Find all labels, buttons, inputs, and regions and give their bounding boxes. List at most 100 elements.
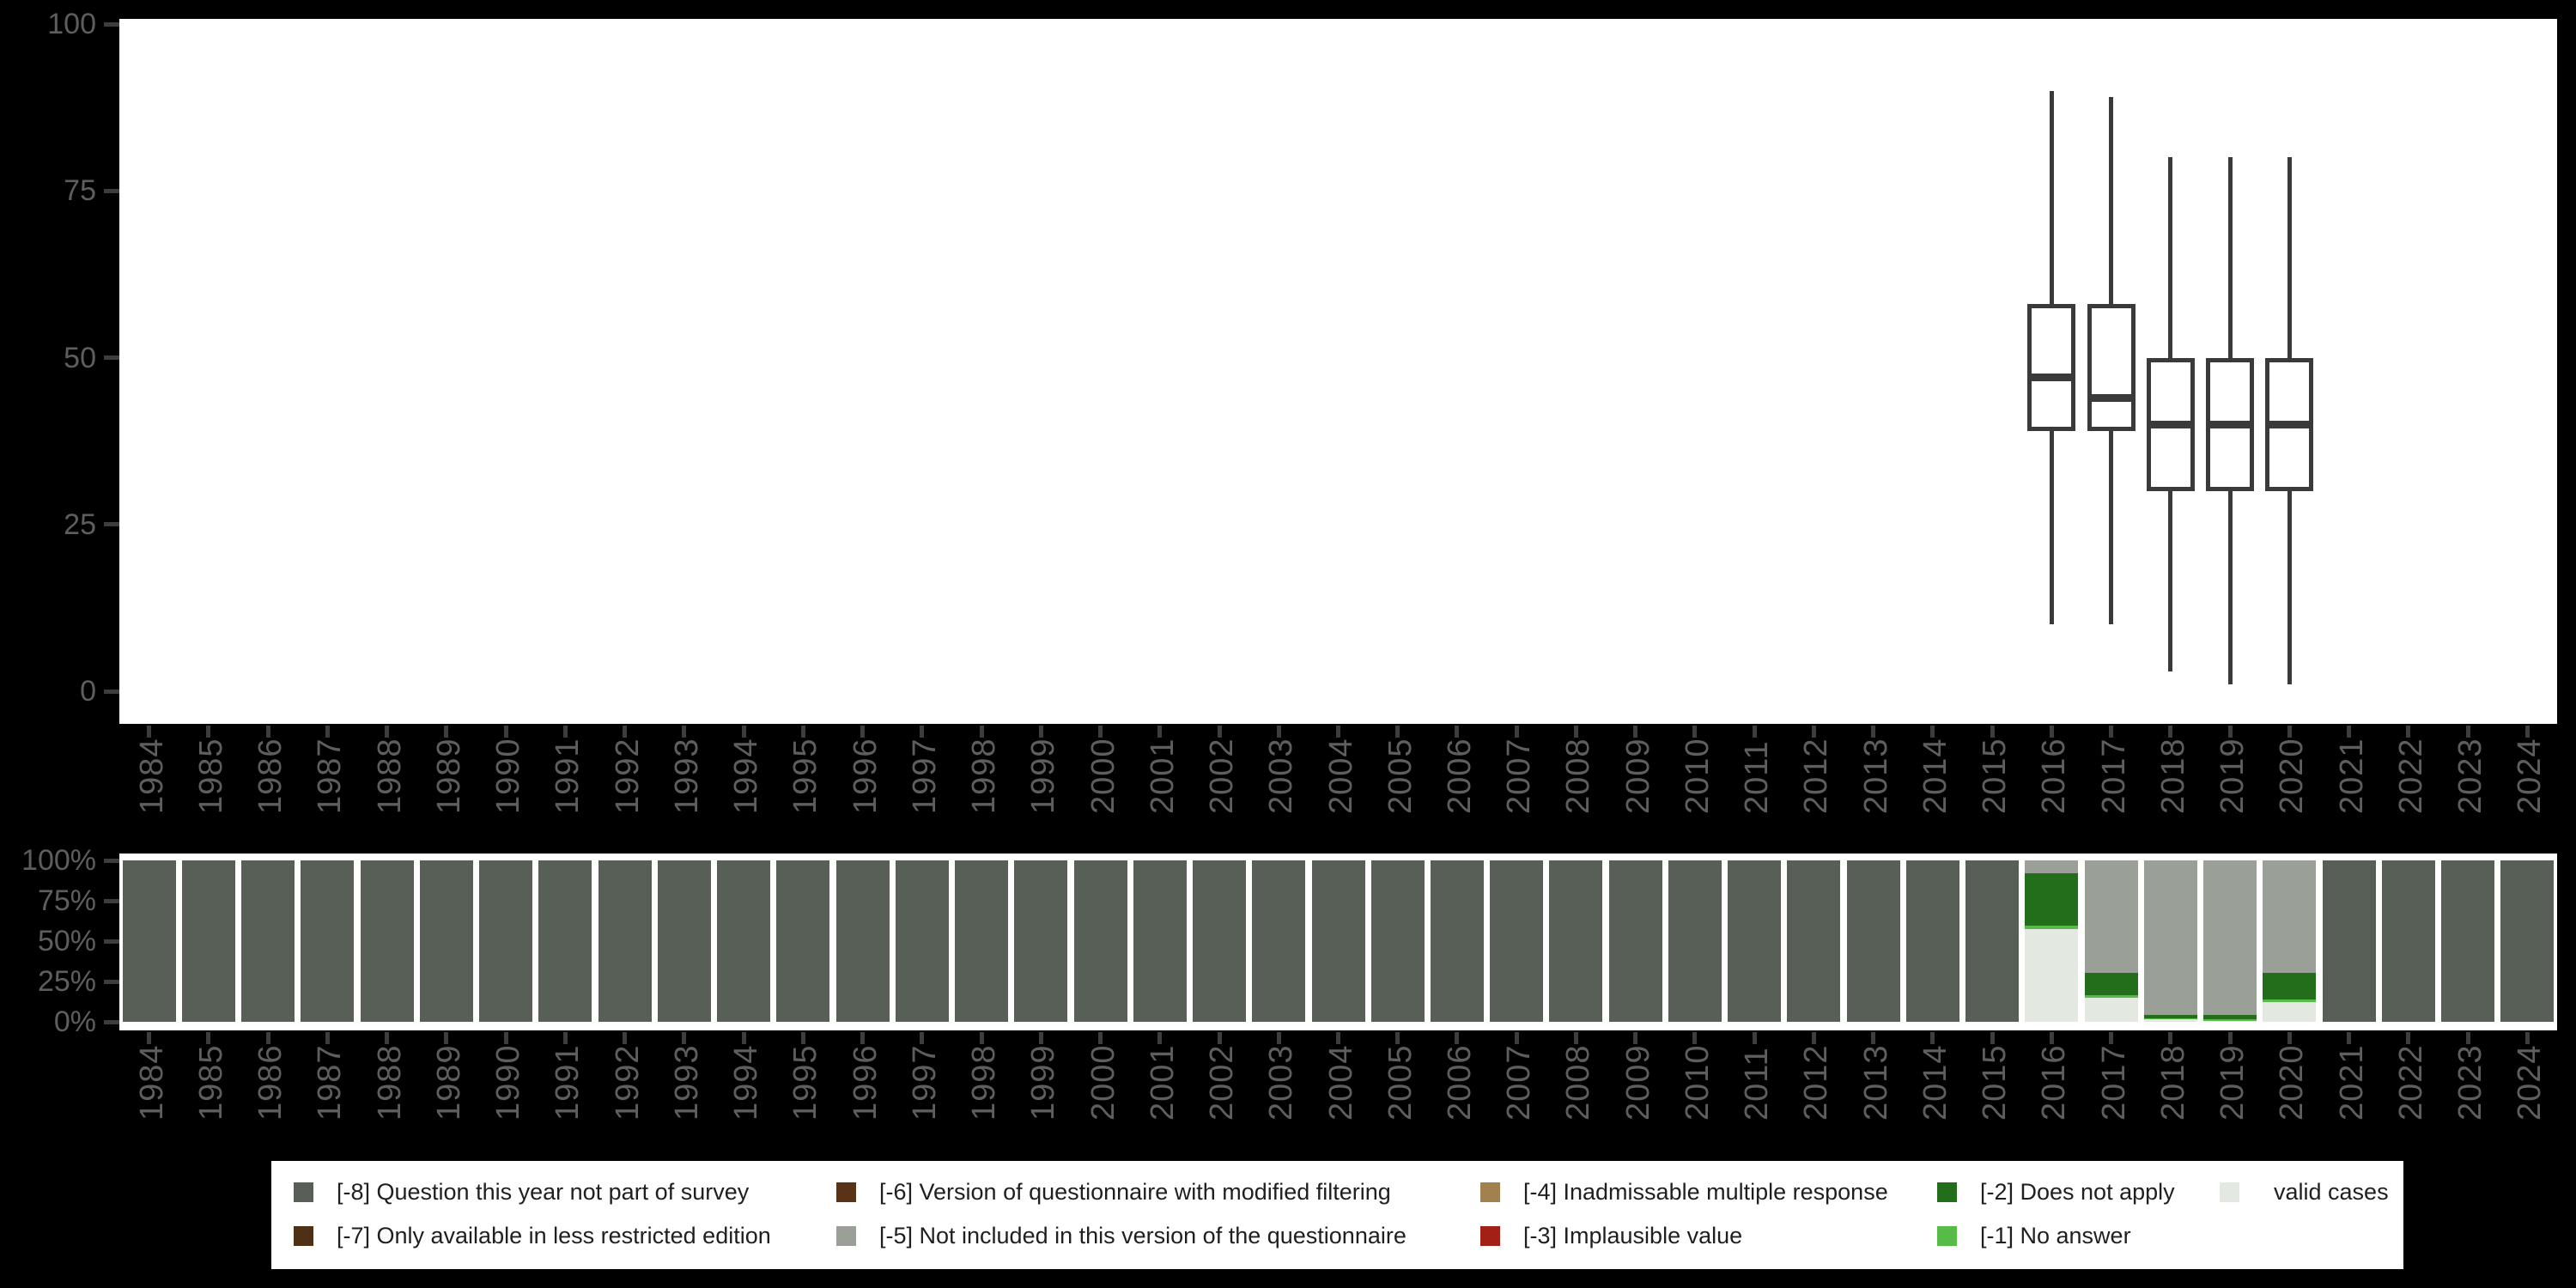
y-axis-tick-label: 100% [21, 844, 96, 877]
x-axis-tick [2287, 726, 2292, 738]
legend-label: [-5] Not included in this version of the… [879, 1223, 1406, 1249]
x-axis-tick [1217, 726, 1222, 738]
no_answer-color-swatch [1937, 1225, 1957, 1246]
legend-label: [-4] Inadmissable multiple response [1523, 1179, 1888, 1205]
x-axis-tick [1692, 726, 1698, 738]
bar-segment-does_not_apply [2143, 1015, 2197, 1019]
x-axis-year-label: 2020 [2274, 738, 2311, 814]
x-axis-tick [2109, 1032, 2114, 1044]
x-axis-tick [206, 1032, 211, 1044]
x-axis-year-label: 1987 [312, 1044, 349, 1121]
bar-segment-not_included [2025, 860, 2079, 874]
bar-segment-not_part [181, 860, 235, 1022]
x-axis-tick [920, 726, 925, 738]
x-axis-year-label: 2007 [1501, 738, 1538, 814]
x-axis-tick [682, 1032, 687, 1044]
x-axis-year-label: 2024 [2512, 1044, 2549, 1121]
y-axis-tick-label: 75% [37, 884, 96, 917]
y-axis-tick [104, 858, 119, 863]
x-axis-year-label: 2011 [1739, 740, 1776, 814]
implausible-color-swatch [1480, 1225, 1500, 1246]
modified_filtering-color-swatch [836, 1182, 856, 1202]
x-axis-year-label: 1985 [192, 738, 229, 814]
x-axis-tick [1930, 1032, 1935, 1044]
x-axis-tick [1990, 1032, 1995, 1044]
x-axis-year-label: 1986 [252, 1044, 289, 1121]
x-axis-tick [1336, 1032, 1340, 1044]
y-axis-tick-label: 50 [64, 341, 96, 374]
x-axis-year-label: 2013 [1857, 738, 1894, 814]
x-axis-year-label: 1993 [668, 738, 705, 814]
legend-label: [-2] Does not apply [1980, 1179, 2175, 1205]
x-axis-year-label: 2023 [2452, 1044, 2489, 1121]
bar-segment-not_part [479, 860, 533, 1022]
legend-item-not_part: [-8] Question this year not part of surv… [294, 1177, 749, 1206]
bar-segment-not_part [1549, 860, 1603, 1022]
x-axis-year-label: 1996 [847, 738, 884, 814]
x-axis-tick [2465, 726, 2470, 738]
valid-color-swatch [2220, 1182, 2239, 1202]
bar-segment-not_part [835, 860, 890, 1022]
x-axis-year-label: 2018 [2154, 738, 2191, 814]
bar-segment-not_part [1846, 860, 1900, 1022]
x-axis-tick [2406, 1032, 2411, 1044]
x-axis-year-label: 2009 [1619, 1044, 1656, 1121]
boxplot-box [2087, 304, 2136, 431]
x-axis-tick [1871, 1032, 1876, 1044]
bar-segment-not_part [895, 860, 949, 1022]
x-axis-year-label: 2009 [1619, 738, 1656, 814]
bar-segment-not_part [717, 860, 771, 1022]
y-axis-tick [104, 355, 119, 360]
x-axis-tick [206, 726, 211, 738]
x-axis-tick [1514, 1032, 1519, 1044]
x-axis-tick [1633, 726, 1638, 738]
boxplot-median [2027, 374, 2076, 382]
x-axis-year-label: 1994 [728, 1044, 765, 1121]
x-axis-year-label: 2002 [1204, 1044, 1240, 1121]
x-axis-tick [444, 726, 449, 738]
bar-segment-valid [2025, 928, 2079, 1022]
x-axis-tick [979, 726, 984, 738]
x-axis-tick [1811, 1032, 1816, 1044]
x-axis-tick [1157, 726, 1163, 738]
x-axis-year-label: 2008 [1560, 1044, 1597, 1121]
x-axis-year-label: 2021 [2333, 738, 2370, 814]
legend-label: [-3] Implausible value [1523, 1223, 1743, 1249]
x-axis-year-label: 2012 [1798, 1044, 1835, 1121]
x-axis-tick [2287, 1032, 2292, 1044]
x-axis-year-label: 2005 [1382, 1044, 1419, 1121]
x-axis-tick [1157, 1032, 1163, 1044]
x-axis-tick [265, 1032, 270, 1044]
boxplot-median [2206, 420, 2255, 428]
legend [271, 1161, 2403, 1269]
x-axis-tick [2168, 1032, 2173, 1044]
x-axis-tick [2524, 1032, 2530, 1044]
x-axis-tick [503, 1032, 508, 1044]
x-axis-tick [1038, 726, 1043, 738]
x-axis-tick [385, 1032, 390, 1044]
bar-segment-not_part [360, 860, 414, 1022]
bar-segment-not_part [1668, 860, 1722, 1022]
legend-label: [-6] Version of questionnaire with modif… [879, 1179, 1391, 1205]
y-axis-tick [104, 898, 119, 903]
y-axis-tick-label: 0 [80, 675, 96, 708]
y-axis-tick-label: 50% [37, 925, 96, 957]
x-axis-tick [503, 726, 508, 738]
x-axis-year-label: 1988 [371, 738, 408, 814]
boxplot-median [2087, 393, 2136, 402]
x-axis-year-label: 1993 [668, 1044, 705, 1121]
bar-segment-not_included [2263, 860, 2317, 973]
bar-segment-not_included [2203, 860, 2257, 1016]
x-axis-tick [860, 726, 866, 738]
x-axis-tick [1217, 1032, 1222, 1044]
x-axis-year-label: 1999 [1025, 1044, 1062, 1121]
x-axis-year-label: 2021 [2333, 1044, 2370, 1121]
bar-segment-no_answer [2203, 1019, 2257, 1022]
x-axis-year-label: 1990 [490, 738, 527, 814]
x-axis-year-label: 2004 [1322, 738, 1359, 814]
legend-item-not_included: [-5] Not included in this version of the… [836, 1221, 1406, 1250]
y-axis-tick-label: 75 [64, 174, 96, 208]
x-axis-tick [1573, 726, 1578, 738]
x-axis-year-label: 1988 [371, 1044, 408, 1121]
